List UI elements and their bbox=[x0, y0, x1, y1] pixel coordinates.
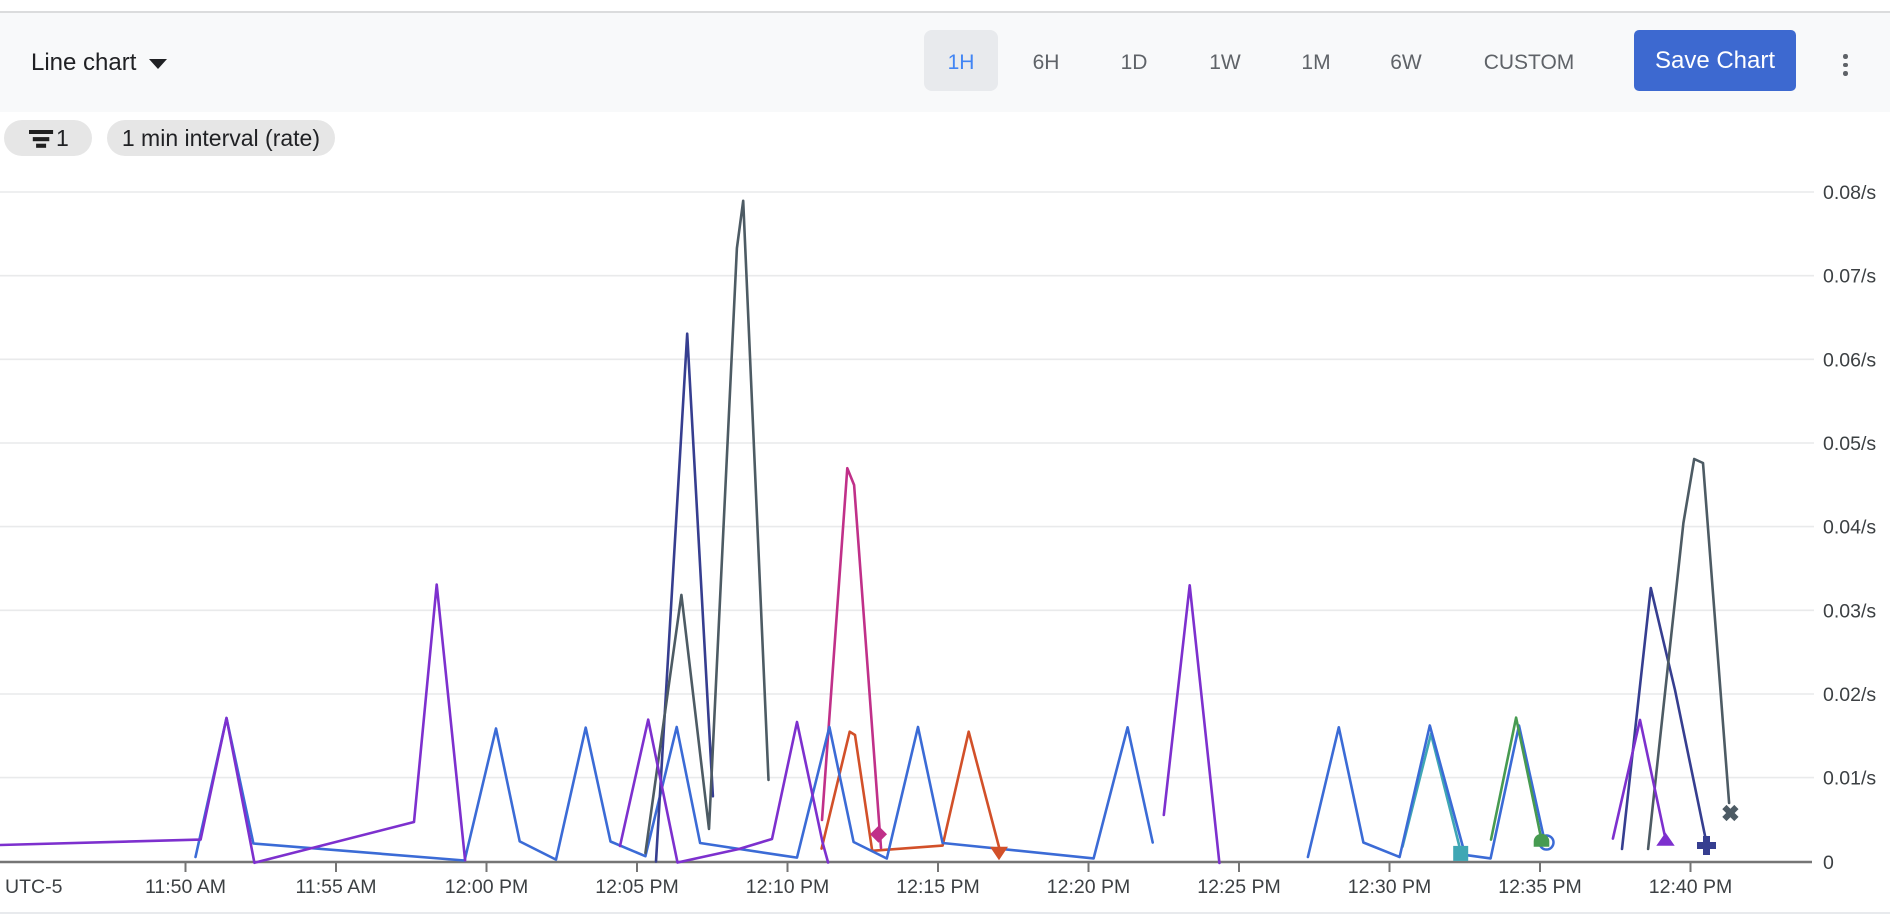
svg-text:0.08/s: 0.08/s bbox=[1823, 182, 1876, 204]
svg-text:0: 0 bbox=[1823, 852, 1834, 874]
svg-text:0.06/s: 0.06/s bbox=[1823, 349, 1876, 371]
svg-text:12:00 PM: 12:00 PM bbox=[445, 876, 528, 898]
svg-text:UTC-5: UTC-5 bbox=[5, 876, 63, 898]
svg-text:0.03/s: 0.03/s bbox=[1823, 600, 1876, 622]
svg-text:0.02/s: 0.02/s bbox=[1823, 684, 1876, 706]
svg-text:0.01/s: 0.01/s bbox=[1823, 768, 1876, 790]
svg-text:11:50 AM: 11:50 AM bbox=[145, 876, 226, 898]
svg-text:12:10 PM: 12:10 PM bbox=[746, 876, 829, 898]
svg-text:0.05/s: 0.05/s bbox=[1823, 433, 1876, 455]
svg-text:12:20 PM: 12:20 PM bbox=[1047, 876, 1130, 898]
svg-text:12:25 PM: 12:25 PM bbox=[1197, 876, 1280, 898]
svg-text:12:40 PM: 12:40 PM bbox=[1649, 876, 1732, 898]
svg-text:12:05 PM: 12:05 PM bbox=[595, 876, 678, 898]
svg-text:12:35 PM: 12:35 PM bbox=[1498, 876, 1581, 898]
svg-text:11:55 AM: 11:55 AM bbox=[296, 876, 377, 898]
svg-text:12:15 PM: 12:15 PM bbox=[896, 876, 979, 898]
svg-text:12:30 PM: 12:30 PM bbox=[1348, 876, 1431, 898]
svg-text:0.07/s: 0.07/s bbox=[1823, 266, 1876, 288]
svg-text:0.04/s: 0.04/s bbox=[1823, 517, 1876, 539]
